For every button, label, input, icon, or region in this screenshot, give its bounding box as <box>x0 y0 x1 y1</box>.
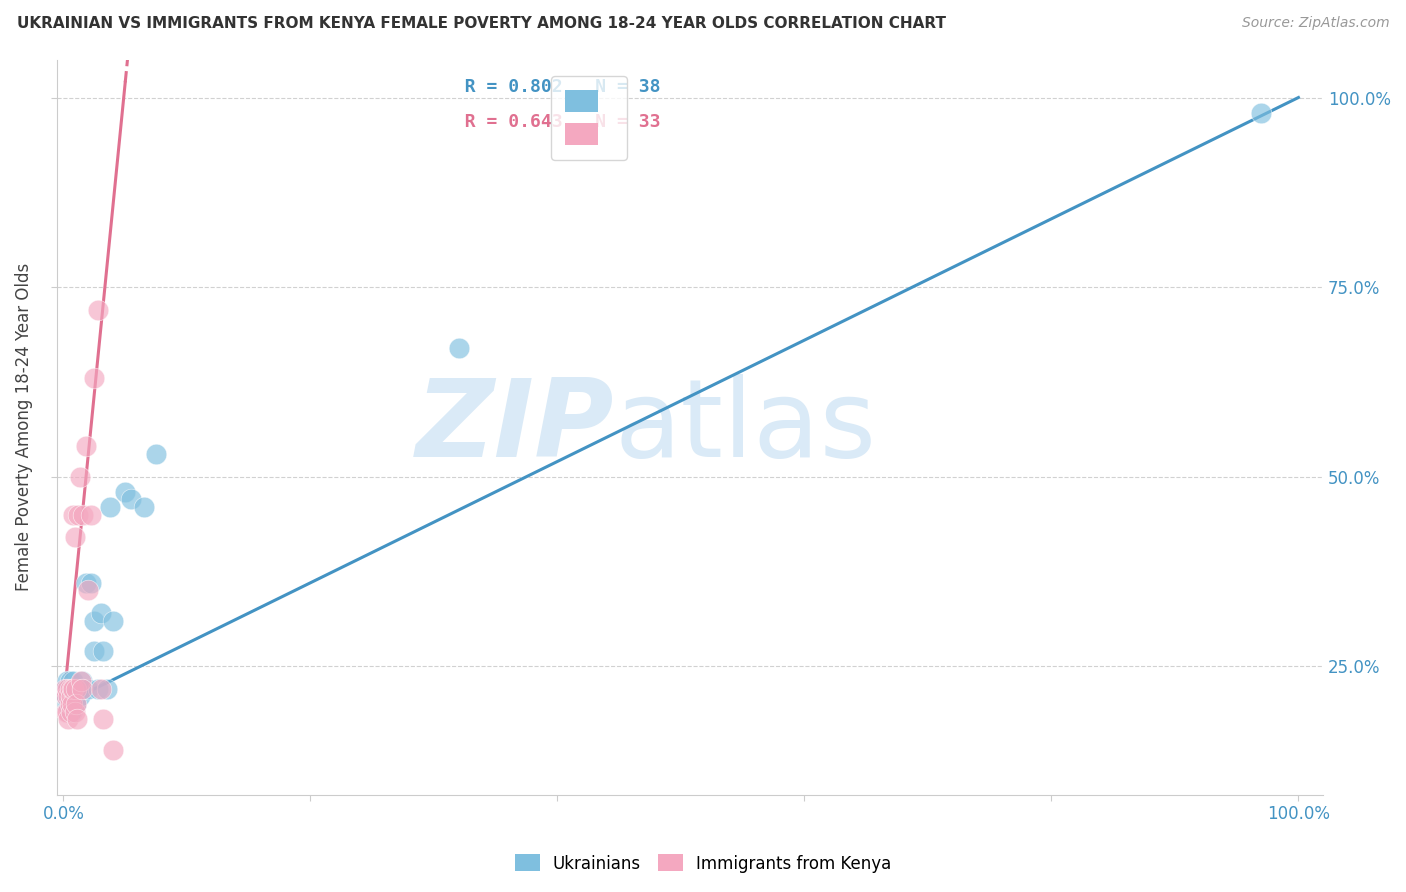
Point <box>62 674 84 689</box>
Text: atlas: atlas <box>614 375 876 480</box>
Point <box>90 681 112 696</box>
Point <box>59 674 82 689</box>
Point <box>59 705 82 719</box>
Point <box>55 705 77 719</box>
Point <box>83 371 105 385</box>
Point <box>65 697 87 711</box>
Point <box>65 690 87 704</box>
Point <box>75 575 97 590</box>
Point <box>70 674 93 689</box>
Text: ZIP: ZIP <box>416 375 614 480</box>
Point <box>62 681 84 696</box>
Point <box>70 681 93 696</box>
Point <box>101 614 124 628</box>
Point <box>60 705 83 719</box>
Point <box>114 484 136 499</box>
Point <box>53 681 76 696</box>
Point <box>87 302 110 317</box>
Point <box>58 712 80 726</box>
Point <box>77 583 100 598</box>
Point <box>58 681 80 696</box>
Point <box>56 674 79 689</box>
Point <box>59 681 82 696</box>
Text: R = 0.643   N = 33: R = 0.643 N = 33 <box>443 112 661 130</box>
Point <box>55 690 77 704</box>
Point <box>72 681 94 696</box>
Point <box>60 681 83 696</box>
Point <box>59 690 82 704</box>
Point <box>55 690 77 704</box>
Point <box>65 681 87 696</box>
Point <box>91 644 114 658</box>
Text: R = 0.802   N = 38: R = 0.802 N = 38 <box>443 78 661 96</box>
Point <box>447 341 470 355</box>
Point <box>83 614 105 628</box>
Point <box>67 681 90 696</box>
Point <box>59 705 82 719</box>
Point <box>60 681 83 696</box>
Point <box>69 469 91 483</box>
Point <box>59 697 82 711</box>
Point <box>69 690 91 704</box>
Point <box>65 697 87 711</box>
Point <box>67 508 90 522</box>
Point <box>59 681 82 696</box>
Point <box>66 712 89 726</box>
Point <box>58 690 80 704</box>
Point <box>101 742 124 756</box>
Point <box>59 690 82 704</box>
Text: Source: ZipAtlas.com: Source: ZipAtlas.com <box>1241 16 1389 30</box>
Point <box>100 500 122 514</box>
Point <box>96 681 118 696</box>
Point <box>90 606 112 620</box>
Text: UKRAINIAN VS IMMIGRANTS FROM KENYA FEMALE POVERTY AMONG 18-24 YEAR OLDS CORRELAT: UKRAINIAN VS IMMIGRANTS FROM KENYA FEMAL… <box>17 16 946 31</box>
Point <box>72 508 94 522</box>
Y-axis label: Female Poverty Among 18-24 Year Olds: Female Poverty Among 18-24 Year Olds <box>15 263 32 591</box>
Point <box>120 492 142 507</box>
Legend: Ukrainians, Immigrants from Kenya: Ukrainians, Immigrants from Kenya <box>508 847 898 880</box>
Point <box>63 681 86 696</box>
Point <box>87 681 110 696</box>
Point <box>59 697 82 711</box>
Point <box>1250 105 1272 120</box>
Point <box>69 674 91 689</box>
Point <box>145 447 167 461</box>
Point <box>77 681 100 696</box>
Point <box>75 439 97 453</box>
Point <box>91 712 114 726</box>
Point <box>56 681 79 696</box>
Legend: , : , <box>551 76 627 160</box>
Point <box>53 681 76 696</box>
Point <box>132 500 155 514</box>
Point <box>83 644 105 658</box>
Point <box>58 697 80 711</box>
Point <box>79 508 101 522</box>
Point <box>63 530 86 544</box>
Point <box>60 697 83 711</box>
Point <box>56 697 79 711</box>
Point <box>62 508 84 522</box>
Point <box>56 705 79 719</box>
Point <box>63 705 86 719</box>
Point <box>79 575 101 590</box>
